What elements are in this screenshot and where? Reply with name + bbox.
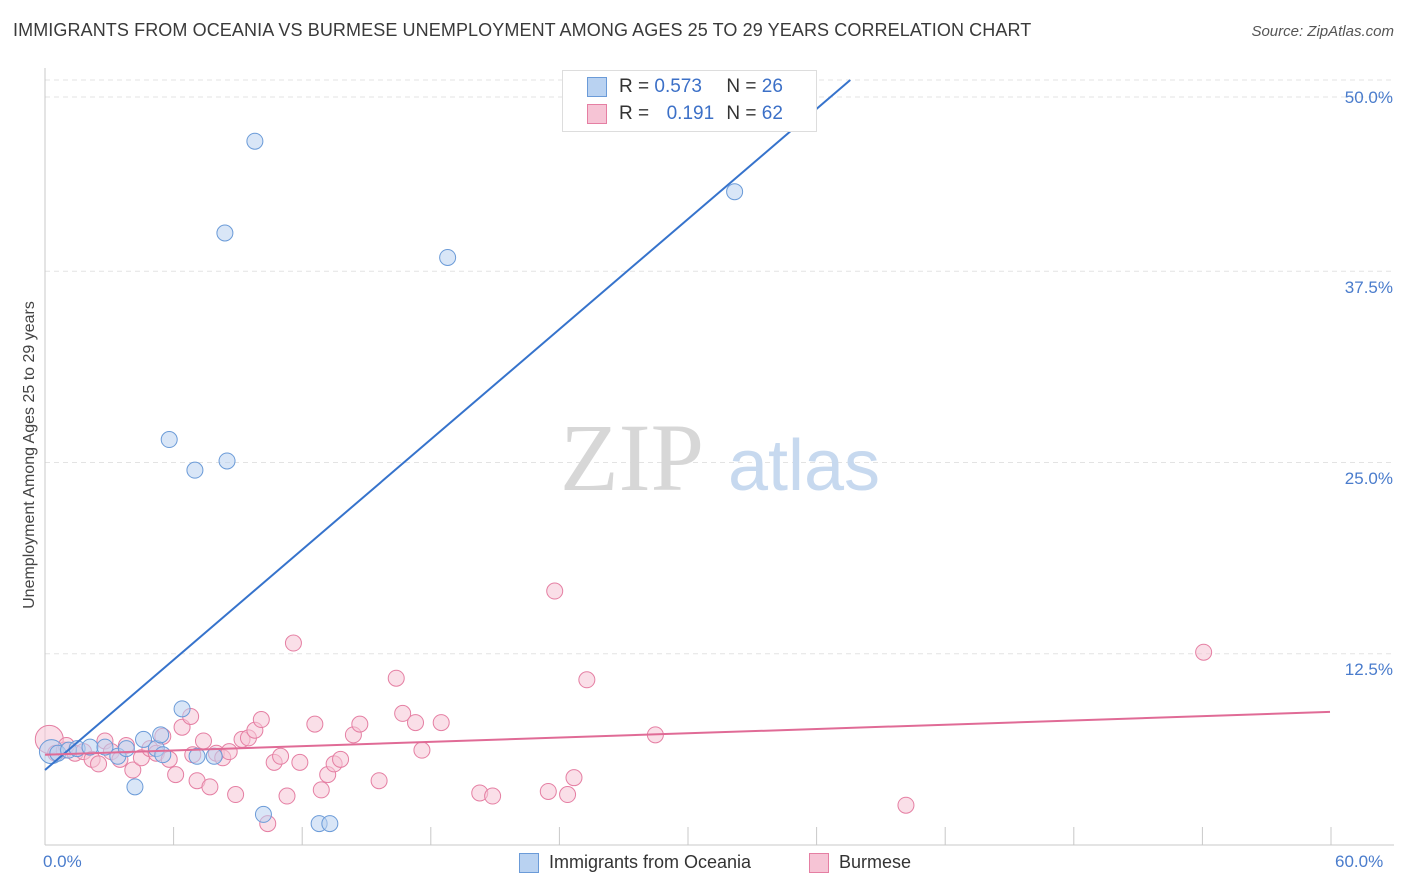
watermark-zip: ZIP <box>560 404 704 511</box>
burmese-point-11 <box>124 761 142 779</box>
burmese-point-45 <box>387 669 405 687</box>
legend-swatch-oceania <box>587 77 607 97</box>
legend-row-burmese: R = 0.191 N = 62 <box>587 103 783 125</box>
oceania-point-23 <box>321 815 339 833</box>
oceania-point-7 <box>117 740 135 758</box>
source-label: Source: ZipAtlas.com <box>1251 23 1394 40</box>
oceania-trend-line <box>44 79 851 771</box>
legend-r-value-oceania: 0.573 <box>654 76 702 97</box>
bottom-legend-label-burmese: Burmese <box>839 852 912 872</box>
burmese-point-52 <box>539 782 557 800</box>
burmese-point-35 <box>284 634 302 652</box>
burmese-point-46 <box>394 704 412 722</box>
burmese-point-30 <box>252 711 270 729</box>
burmese-point-6 <box>90 755 108 773</box>
burmese-point-17 <box>167 766 185 784</box>
oceania-point-18 <box>216 224 234 242</box>
burmese-point-37 <box>306 715 324 733</box>
oceania-point-17 <box>205 747 223 765</box>
oceania-point-20 <box>246 132 264 150</box>
bottom-legend-label-oceania: Immigrants from Oceania <box>549 852 752 872</box>
legend-r-label: R = <box>619 76 650 97</box>
burmese-point-38 <box>312 781 330 799</box>
burmese-point-33 <box>272 747 290 765</box>
burmese-point-36 <box>291 753 309 771</box>
burmese-point-49 <box>432 714 450 732</box>
bottom-swatch-oceania <box>519 852 539 873</box>
oceania-point-21 <box>254 805 272 823</box>
legend-r-label: R = <box>619 103 650 124</box>
watermark-atlas: atlas <box>728 426 880 506</box>
burmese-point-25 <box>220 743 238 761</box>
oceania-point-11 <box>152 726 170 744</box>
burmese-point-54 <box>559 786 577 804</box>
trend-lines <box>44 79 1331 771</box>
y-tick-label-0: 12.5% <box>1344 660 1393 679</box>
legend-r-value-burmese: 0.191 <box>666 103 715 124</box>
y-tick-label-3: 50.0% <box>1344 88 1393 107</box>
oceania-point-14 <box>173 700 191 718</box>
burmese-points <box>34 582 1213 833</box>
bottom-legend-oceania: Immigrants from Oceania <box>519 852 751 873</box>
oceania-point-16 <box>188 747 206 765</box>
legend-n-value-burmese: 62 <box>761 103 783 124</box>
y-tick-label-2: 37.5% <box>1344 278 1393 297</box>
burmese-point-58 <box>897 796 915 814</box>
oceania-point-9 <box>135 730 153 748</box>
burmese-point-44 <box>370 772 388 790</box>
legend-row-oceania: R = 0.573 N = 26 <box>587 76 783 98</box>
burmese-point-43 <box>351 715 369 733</box>
burmese-point-26 <box>227 786 245 804</box>
legend: R = 0.573 N = 26 R = 0.191 N = 62 <box>562 70 817 132</box>
oceania-point-8 <box>126 778 144 796</box>
burmese-point-34 <box>278 787 296 805</box>
legend-n-label: N = <box>726 103 757 124</box>
gridlines <box>45 79 1394 655</box>
burmese-trend-line <box>44 710 1331 756</box>
bottom-swatch-burmese <box>809 852 829 873</box>
burmese-point-41 <box>332 750 350 768</box>
axes <box>44 68 1394 846</box>
burmese-point-55 <box>565 769 583 787</box>
legend-n-value-oceania: 26 <box>761 76 783 97</box>
burmese-point-21 <box>194 732 212 750</box>
oceania-point-15 <box>186 461 204 479</box>
oceania-point-25 <box>726 183 744 201</box>
legend-n-label: N = <box>726 76 757 97</box>
burmese-point-22 <box>201 778 219 796</box>
burmese-point-51 <box>484 787 502 805</box>
burmese-point-48 <box>413 741 431 759</box>
legend-swatch-burmese <box>587 104 607 124</box>
oceania-point-19 <box>218 452 236 470</box>
bottom-legend-burmese: Burmese <box>809 852 911 873</box>
burmese-point-53 <box>546 582 564 600</box>
burmese-point-59 <box>1195 643 1213 661</box>
oceania-point-12 <box>154 746 172 764</box>
burmese-point-47 <box>407 714 425 732</box>
oceania-point-5 <box>96 738 114 756</box>
oceania-point-13 <box>160 431 178 449</box>
oceania-point-24 <box>439 248 457 266</box>
burmese-point-56 <box>578 671 596 689</box>
y-tick-label-1: 25.0% <box>1344 469 1393 488</box>
chart-title: IMMIGRANTS FROM OCEANIA VS BURMESE UNEMP… <box>13 20 1032 40</box>
x-tick-min: 0.0% <box>43 852 82 871</box>
x-tick-max: 60.0% <box>1335 852 1384 871</box>
